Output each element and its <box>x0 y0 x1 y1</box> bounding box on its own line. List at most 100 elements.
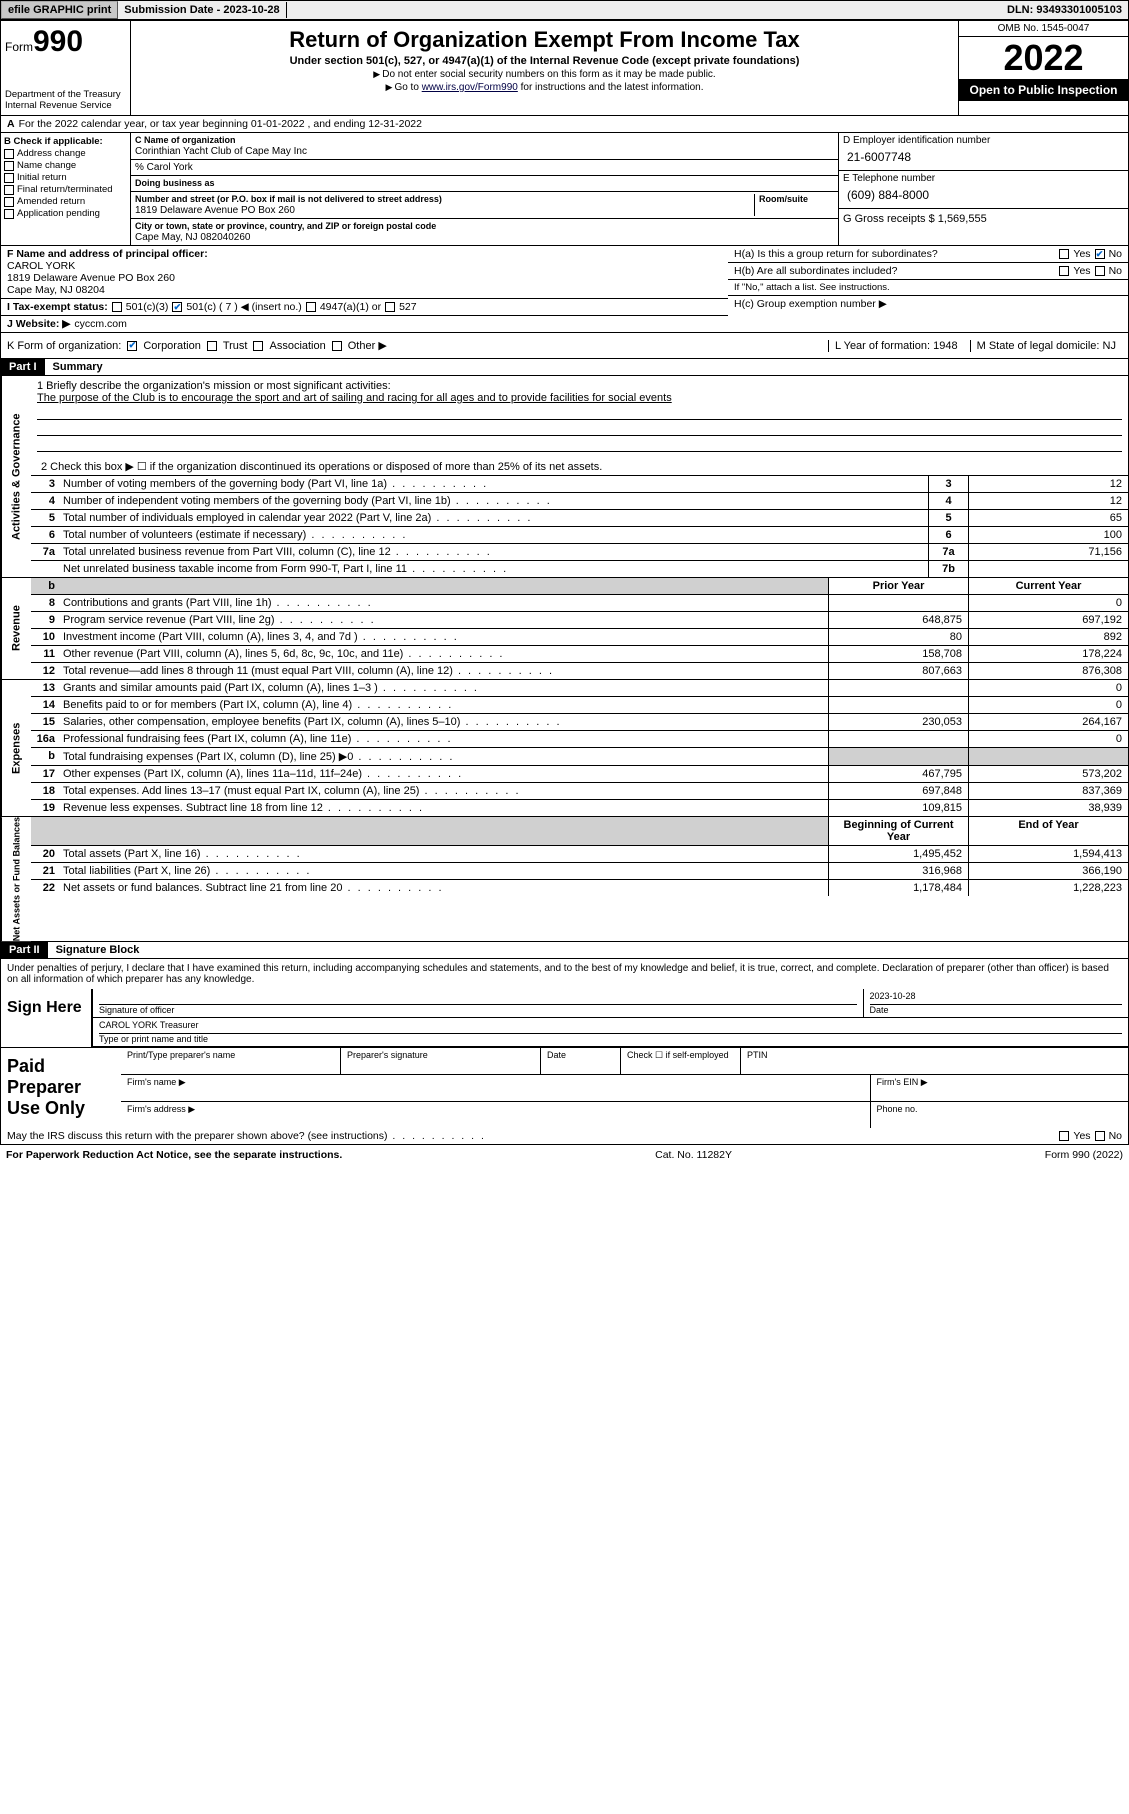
org-name-label: C Name of organization <box>135 135 236 145</box>
section-b-c-d: B Check if applicable: Address changeNam… <box>0 133 1129 246</box>
checkbox[interactable] <box>4 161 14 171</box>
table-row: bTotal fundraising expenses (Part IX, co… <box>31 748 1128 766</box>
open-to-public: Open to Public Inspection <box>959 79 1128 101</box>
chk-assoc[interactable] <box>253 341 263 351</box>
website: cyccm.com <box>74 318 127 330</box>
table-row: 8Contributions and grants (Part VIII, li… <box>31 595 1128 612</box>
perjury-note: Under penalties of perjury, I declare th… <box>1 959 1128 989</box>
table-row: 11Other revenue (Part VIII, column (A), … <box>31 646 1128 663</box>
form-number: Form990 <box>5 25 126 59</box>
efile-print-button[interactable]: efile GRAPHIC print <box>1 1 118 19</box>
firm-phone-label: Phone no. <box>871 1102 1129 1128</box>
topbar: efile GRAPHIC print Submission Date - 20… <box>0 0 1129 20</box>
table-row: Net unrelated business taxable income fr… <box>31 561 1128 577</box>
chk-discuss-no[interactable] <box>1095 1131 1105 1141</box>
table-row: 10Investment income (Part VIII, column (… <box>31 629 1128 646</box>
city-label: City or town, state or province, country… <box>135 221 436 231</box>
table-row: 5Total number of individuals employed in… <box>31 510 1128 527</box>
chk-hb-no[interactable] <box>1095 266 1105 276</box>
chk-trust[interactable] <box>207 341 217 351</box>
street: 1819 Delaware Avenue PO Box 260 <box>135 205 295 216</box>
line-j: J Website: ▶ cyccm.com <box>1 316 728 332</box>
org-name: Corinthian Yacht Club of Cape May Inc <box>135 146 307 157</box>
table-row: 19Revenue less expenses. Subtract line 1… <box>31 800 1128 816</box>
chk-4947[interactable] <box>306 302 316 312</box>
phone-label: E Telephone number <box>843 173 935 184</box>
line-2: 2 Check this box ▶ ☐ if the organization… <box>31 458 1128 476</box>
year-formation: 1948 <box>933 340 957 352</box>
gross-label: G Gross receipts $ <box>843 213 935 225</box>
line-a: A For the 2022 calendar year, or tax yea… <box>0 116 1129 133</box>
pp-ptin-label: PTIN <box>741 1048 1128 1074</box>
city: Cape May, NJ 082040260 <box>135 232 250 243</box>
table-row: 21Total liabilities (Part X, line 26)316… <box>31 863 1128 880</box>
part2-header: Part IISignature Block <box>0 942 1129 959</box>
pp-check-label: Check ☐ if self-employed <box>621 1048 741 1074</box>
part1-header: Part ISummary <box>0 359 1129 376</box>
expenses-section: Expenses 13Grants and similar amounts pa… <box>0 680 1129 817</box>
revenue-section: Revenue bPrior YearCurrent Year 8Contrib… <box>0 578 1129 680</box>
checkbox[interactable] <box>4 209 14 219</box>
governance-section: Activities & Governance 1 Briefly descri… <box>0 376 1129 578</box>
sig-date: 2023-10-28 <box>870 991 1123 1005</box>
chk-ha-yes[interactable] <box>1059 249 1069 259</box>
phone: (609) 884-8000 <box>843 184 1124 206</box>
table-row: 13Grants and similar amounts paid (Part … <box>31 680 1128 697</box>
box-f: F Name and address of principal officer:… <box>1 246 728 299</box>
table-row: 9Program service revenue (Part VIII, lin… <box>31 612 1128 629</box>
line-hb: H(b) Are all subordinates included?Yes N… <box>728 263 1128 280</box>
vtab-expenses: Expenses <box>1 680 31 816</box>
firm-name-label: Firm's name ▶ <box>121 1075 871 1101</box>
footer-left: For Paperwork Reduction Act Notice, see … <box>6 1149 342 1161</box>
vtab-netassets: Net Assets or Fund Balances <box>1 817 31 941</box>
firm-ein-label: Firm's EIN ▶ <box>871 1075 1129 1101</box>
box-b-item: Final return/terminated <box>4 184 127 195</box>
box-b-item: Initial return <box>4 172 127 183</box>
checkbox[interactable] <box>4 185 14 195</box>
omb-number: OMB No. 1545-0047 <box>959 21 1128 37</box>
chk-501c3[interactable] <box>112 302 122 312</box>
irs-link[interactable]: www.irs.gov/Form990 <box>422 82 518 93</box>
mission: 1 Briefly describe the organization's mi… <box>31 376 1128 458</box>
box-b-item: Name change <box>4 160 127 171</box>
box-b-header: B Check if applicable: <box>4 136 127 147</box>
tax-year: 2022 <box>959 37 1128 79</box>
dba-label: Doing business as <box>135 178 215 188</box>
pp-sig-label: Preparer's signature <box>341 1048 541 1074</box>
signature-block: Under penalties of perjury, I declare th… <box>0 959 1129 1145</box>
chk-corp[interactable] <box>127 341 137 351</box>
ein: 21-6007748 <box>843 146 1124 168</box>
paid-preparer-label: Paid Preparer Use Only <box>1 1048 121 1128</box>
ein-label: D Employer identification number <box>843 135 990 146</box>
submission-label: Submission Date - 2023-10-28 <box>118 2 286 18</box>
table-row: 7aTotal unrelated business revenue from … <box>31 544 1128 561</box>
line-ha: H(a) Is this a group return for subordin… <box>728 246 1128 263</box>
chk-discuss-yes[interactable] <box>1059 1131 1069 1141</box>
chk-ha-no[interactable] <box>1095 249 1105 259</box>
table-row: 18Total expenses. Add lines 13–17 (must … <box>31 783 1128 800</box>
checkbox[interactable] <box>4 173 14 183</box>
table-row: 6Total number of volunteers (estimate if… <box>31 527 1128 544</box>
footer-right: Form 990 (2022) <box>1045 1149 1123 1161</box>
street-label: Number and street (or P.O. box if mail i… <box>135 194 442 204</box>
line-hc: H(c) Group exemption number ▶ <box>728 296 1128 312</box>
section-f-h-i-j: F Name and address of principal officer:… <box>0 246 1129 333</box>
form-subtitle: Under section 501(c), 527, or 4947(a)(1)… <box>135 55 954 67</box>
checkbox[interactable] <box>4 197 14 207</box>
footer: For Paperwork Reduction Act Notice, see … <box>0 1145 1129 1165</box>
chk-527[interactable] <box>385 302 395 312</box>
box-b-item: Amended return <box>4 196 127 207</box>
form-header: Form990 Department of the Treasury Inter… <box>0 20 1129 116</box>
chk-other[interactable] <box>332 341 342 351</box>
table-row: 17Other expenses (Part IX, column (A), l… <box>31 766 1128 783</box>
table-row: 12Total revenue—add lines 8 through 11 (… <box>31 663 1128 679</box>
chk-hb-yes[interactable] <box>1059 266 1069 276</box>
chk-501c[interactable] <box>172 302 182 312</box>
rev-header: bPrior YearCurrent Year <box>31 578 1128 595</box>
box-c: C Name of organizationCorinthian Yacht C… <box>131 133 838 245</box>
gross-receipts: 1,569,555 <box>938 213 987 225</box>
dept-label: Department of the Treasury Internal Reve… <box>5 89 126 111</box>
care-of: % Carol York <box>131 160 838 176</box>
room-label: Room/suite <box>759 194 808 204</box>
checkbox[interactable] <box>4 149 14 159</box>
